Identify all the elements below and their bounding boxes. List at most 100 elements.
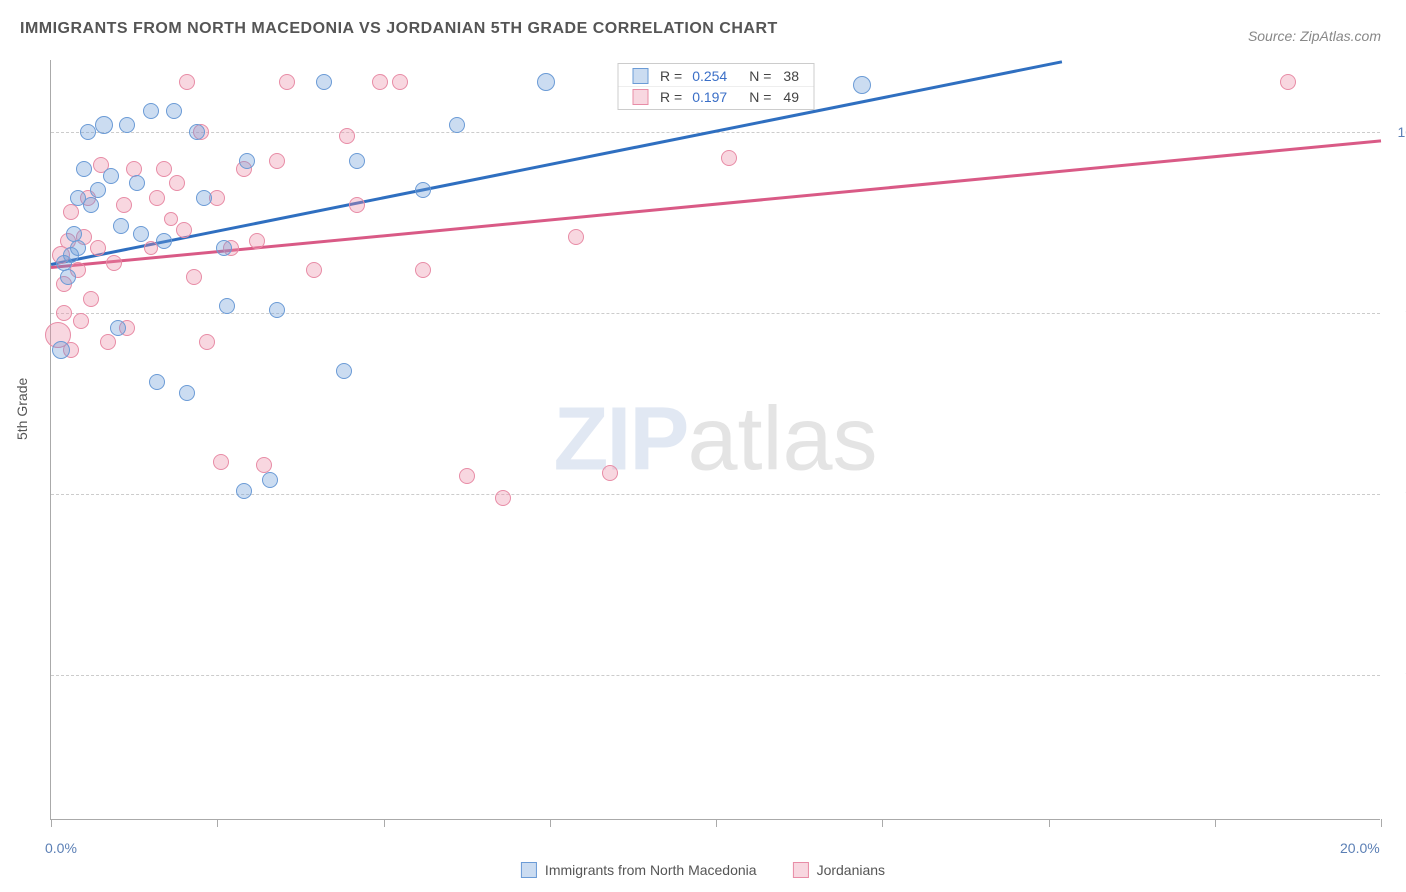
- stats-row-series1: R = 0.254 N = 38: [618, 66, 813, 86]
- y-tick-label: 100.0%: [1385, 124, 1406, 140]
- r-label: R =: [660, 68, 682, 84]
- data-point-series1: [179, 385, 195, 401]
- watermark-part2: atlas: [687, 389, 877, 489]
- data-point-series2: [56, 305, 72, 321]
- plot-area: ZIPatlas R = 0.254 N = 38 R = 0.197 N = …: [50, 60, 1380, 820]
- gridline: [51, 132, 1380, 133]
- data-point-series1: [110, 320, 126, 336]
- data-point-series2: [495, 490, 511, 506]
- data-point-series1: [219, 298, 235, 314]
- y-axis-label: 5th Grade: [14, 378, 30, 440]
- x-tick: [882, 819, 883, 827]
- legend-item-series1: Immigrants from North Macedonia: [521, 862, 757, 878]
- data-point-series1: [239, 153, 255, 169]
- data-point-series2: [179, 74, 195, 90]
- legend-swatch-series2: [793, 862, 809, 878]
- data-point-series1: [262, 472, 278, 488]
- x-tick: [716, 819, 717, 827]
- data-point-series1: [76, 161, 92, 177]
- data-point-series2: [339, 128, 355, 144]
- data-point-series2: [126, 161, 142, 177]
- gridline: [51, 313, 1380, 314]
- y-tick-label: 92.5%: [1385, 667, 1406, 683]
- data-point-series2: [83, 291, 99, 307]
- data-point-series1: [95, 116, 113, 134]
- data-point-series1: [66, 226, 82, 242]
- n-value: 38: [783, 68, 799, 84]
- data-point-series2: [164, 212, 178, 226]
- data-point-series2: [568, 229, 584, 245]
- data-point-series2: [176, 222, 192, 238]
- stats-row-series2: R = 0.197 N = 49: [618, 86, 813, 107]
- x-tick: [384, 819, 385, 827]
- data-point-series1: [537, 73, 555, 91]
- x-tick: [1049, 819, 1050, 827]
- data-point-series1: [143, 103, 159, 119]
- data-point-series1: [196, 190, 212, 206]
- data-point-series1: [853, 76, 871, 94]
- data-point-series2: [721, 150, 737, 166]
- data-point-series1: [216, 240, 232, 256]
- data-point-series1: [103, 168, 119, 184]
- data-point-series1: [70, 240, 86, 256]
- data-point-series1: [156, 233, 172, 249]
- data-point-series1: [80, 124, 96, 140]
- data-point-series2: [269, 153, 285, 169]
- data-point-series1: [449, 117, 465, 133]
- y-tick-label: 97.5%: [1385, 305, 1406, 321]
- data-point-series1: [269, 302, 285, 318]
- data-point-series2: [90, 240, 106, 256]
- x-tick: [217, 819, 218, 827]
- data-point-series2: [249, 233, 265, 249]
- data-point-series1: [166, 103, 182, 119]
- data-point-series2: [106, 255, 122, 271]
- legend-label-series1: Immigrants from North Macedonia: [545, 862, 757, 878]
- x-tick-min: 0.0%: [45, 840, 77, 856]
- n-value: 49: [783, 89, 799, 105]
- data-point-series2: [1280, 74, 1296, 90]
- data-point-series1: [52, 341, 70, 359]
- data-point-series2: [73, 313, 89, 329]
- data-point-series1: [119, 117, 135, 133]
- data-point-series2: [100, 334, 116, 350]
- data-point-series2: [459, 468, 475, 484]
- x-tick: [51, 819, 52, 827]
- data-point-series1: [349, 153, 365, 169]
- r-label: R =: [660, 89, 682, 105]
- data-point-series2: [213, 454, 229, 470]
- data-point-series1: [236, 483, 252, 499]
- data-point-series2: [116, 197, 132, 213]
- data-point-series2: [415, 262, 431, 278]
- data-point-series1: [316, 74, 332, 90]
- data-point-series2: [156, 161, 172, 177]
- data-point-series2: [349, 197, 365, 213]
- data-point-series2: [149, 190, 165, 206]
- correlation-stats-box: R = 0.254 N = 38 R = 0.197 N = 49: [617, 63, 814, 110]
- data-point-series1: [415, 182, 431, 198]
- n-label: N =: [749, 68, 771, 84]
- data-point-series1: [83, 197, 99, 213]
- data-point-series2: [279, 74, 295, 90]
- data-point-series1: [113, 218, 129, 234]
- legend-item-series2: Jordanians: [793, 862, 886, 878]
- r-value: 0.197: [692, 89, 727, 105]
- data-point-series1: [189, 124, 205, 140]
- data-point-series1: [133, 226, 149, 242]
- data-point-series2: [63, 204, 79, 220]
- trendline-series1: [51, 60, 1062, 265]
- data-point-series2: [372, 74, 388, 90]
- x-tick: [1215, 819, 1216, 827]
- legend-label-series2: Jordanians: [817, 862, 886, 878]
- r-value: 0.254: [692, 68, 727, 84]
- data-point-series1: [149, 374, 165, 390]
- data-point-series1: [60, 269, 76, 285]
- data-point-series2: [199, 334, 215, 350]
- n-label: N =: [749, 89, 771, 105]
- data-point-series2: [602, 465, 618, 481]
- data-point-series1: [90, 182, 106, 198]
- y-tick-label: 95.0%: [1385, 486, 1406, 502]
- chart-title: IMMIGRANTS FROM NORTH MACEDONIA VS JORDA…: [20, 20, 778, 38]
- source-attribution: Source: ZipAtlas.com: [1248, 28, 1381, 44]
- legend-swatch-series1: [521, 862, 537, 878]
- gridline: [51, 675, 1380, 676]
